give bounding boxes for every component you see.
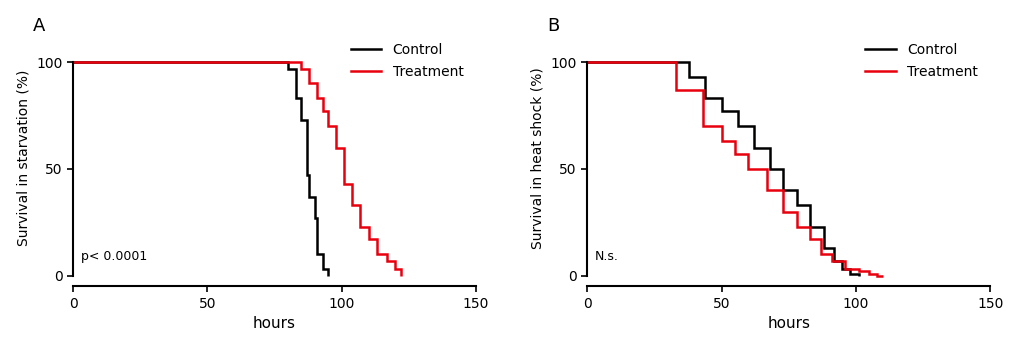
Y-axis label: Survival in starvation (%): Survival in starvation (%)	[16, 70, 31, 246]
Text: N.s.: N.s.	[595, 250, 619, 263]
Legend: Control, Treatment: Control, Treatment	[859, 37, 982, 85]
Text: B: B	[546, 17, 558, 35]
Text: A: A	[33, 17, 45, 35]
Text: p< 0.0001: p< 0.0001	[81, 250, 147, 263]
X-axis label: hours: hours	[766, 316, 809, 331]
Y-axis label: Survival in heat shock (%): Survival in heat shock (%)	[530, 67, 544, 249]
Legend: Control, Treatment: Control, Treatment	[345, 37, 469, 85]
X-axis label: hours: hours	[253, 316, 296, 331]
